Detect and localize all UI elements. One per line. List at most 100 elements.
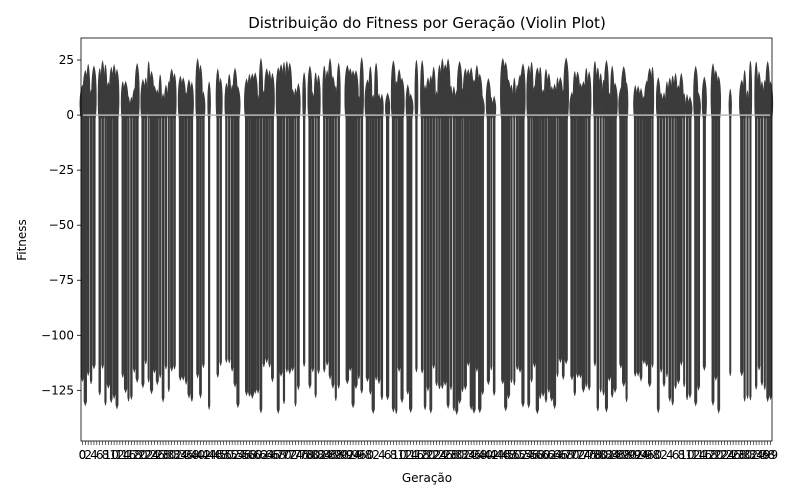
violin-group (79, 57, 774, 416)
x-tick-label: 98 (645, 448, 660, 462)
x-tick-label: 78 (587, 448, 602, 462)
violin-generation (612, 82, 618, 394)
x-tick-label: 52 (512, 448, 527, 462)
violin-generation (224, 83, 229, 363)
x-tick-label: 92 (628, 448, 643, 462)
x-tick-label: 48 (213, 448, 228, 462)
violin-generation (449, 85, 453, 390)
violin-generation (316, 74, 321, 374)
plot-frame (80, 37, 773, 442)
violin-generation (485, 77, 492, 386)
violin-generation (546, 72, 552, 393)
x-tick-label: 34 (173, 448, 188, 462)
x-tick-label: 82 (599, 448, 614, 462)
x-tick-label: 30 (737, 448, 752, 462)
x-tick-label: 26 (438, 448, 453, 462)
x-tick-label: 38 (472, 448, 487, 462)
violin-generation (184, 92, 188, 385)
x-tick-label: 76 (294, 448, 309, 462)
x-tick-label: 36 (466, 448, 481, 462)
violin-generation (765, 60, 770, 403)
x-tick-label: 64 (547, 448, 562, 462)
violin-generation (673, 72, 678, 389)
x-tick-label: 36 (178, 448, 193, 462)
x-tick-label: 84 (605, 448, 620, 462)
x-tick-label: 18 (415, 448, 430, 462)
x-tick-label: 92 (340, 448, 355, 462)
violin-generation (327, 57, 333, 381)
violin-generation (232, 67, 238, 388)
violin-generation (167, 81, 171, 392)
x-tick-label: 80 (305, 448, 320, 462)
y-axis-label: Fitness (15, 219, 29, 261)
x-tick-label: 46 (207, 448, 222, 462)
violin-generation (538, 67, 543, 400)
violin-generation (434, 90, 439, 386)
violin-generation (595, 67, 600, 412)
violin-generation (129, 97, 134, 400)
violin-generation (696, 92, 701, 391)
violin-generation (586, 71, 592, 392)
violin-generation (520, 63, 526, 408)
x-tick-label: 14 (691, 448, 706, 462)
violin-generation (476, 73, 483, 414)
x-tick-label: 90 (334, 448, 349, 462)
x-tick-label: 8 (677, 448, 685, 462)
violin-generation (456, 61, 463, 405)
x-tick-label-last: 99 (763, 448, 778, 462)
violin-generation (287, 62, 293, 375)
violin-generation (258, 57, 264, 413)
x-tick-label: 32 (743, 448, 758, 462)
x-tick-label: 30 (449, 448, 464, 462)
violin-generation (665, 81, 669, 377)
x-tick-label: 56 (236, 448, 251, 462)
x-tick-label: 40 (190, 448, 205, 462)
violin-generation (661, 91, 667, 387)
violin-generation (515, 84, 520, 370)
violin-generation (359, 57, 364, 394)
violin-generation (728, 89, 732, 376)
x-tick-label: 66 (265, 448, 280, 462)
x-axis-ticks: 0246810121416182022242628303234363840424… (79, 441, 778, 462)
violin-generation (701, 76, 707, 372)
violin-generation (492, 95, 497, 396)
violin-generation (555, 77, 560, 377)
violin-generation (670, 75, 675, 406)
violin-generation (114, 68, 120, 410)
violin-generation (293, 88, 298, 407)
x-tick-label: 70 (564, 448, 579, 462)
violin-generation (489, 97, 493, 371)
x-tick-label: 64 (259, 448, 274, 462)
x-tick-label: 12 (685, 448, 700, 462)
violin-generation (445, 58, 451, 410)
violin-generation (603, 59, 609, 413)
x-tick-label: 2 (372, 448, 380, 462)
violin-generation (189, 81, 194, 402)
violin-generation (180, 77, 186, 381)
violin-generation (584, 68, 589, 388)
x-tick-label: 44 (489, 448, 504, 462)
x-tick-label: 60 (248, 448, 263, 462)
violin-generation (420, 59, 425, 374)
x-tick-label: 62 (253, 448, 268, 462)
x-tick-label: 4 (378, 448, 386, 462)
violin-generation (97, 68, 102, 396)
violin-generation (759, 81, 764, 386)
x-tick-label: 22 (426, 448, 441, 462)
violin-generation (164, 85, 168, 370)
x-tick-label: 32 (167, 448, 182, 462)
violin-generation (302, 72, 306, 367)
x-tick-label: 96 (351, 448, 366, 462)
x-tick-label: 48 (501, 448, 516, 462)
violin-generation (103, 64, 108, 406)
x-tick-label: 36 (754, 448, 769, 462)
violin-generation (620, 66, 627, 387)
x-tick-label: 98 (357, 448, 372, 462)
violin-generation (405, 83, 410, 395)
y-tick-label: 0 (66, 108, 74, 122)
violin-generation (601, 80, 606, 396)
violin-generation (390, 60, 396, 413)
x-tick-label: 90 (622, 448, 637, 462)
x-tick-label: 24 (720, 448, 735, 462)
violin-generation (86, 63, 91, 376)
